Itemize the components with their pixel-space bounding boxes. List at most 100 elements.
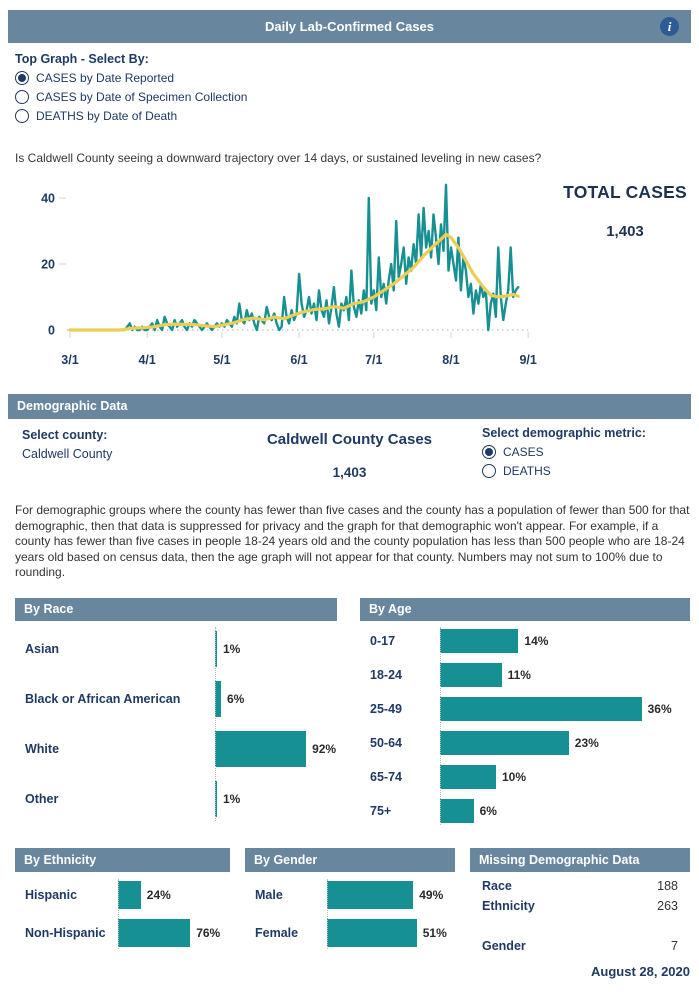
top-graph-select-group: Top Graph - Select By: CASES by Date Rep… xyxy=(15,52,247,128)
radio-label: CASES xyxy=(503,445,544,459)
total-cases-box: TOTAL CASES 1,403 xyxy=(555,182,695,240)
radio-deaths-by-date-of-death[interactable]: DEATHS by Date of Death xyxy=(15,109,247,123)
bar xyxy=(440,799,474,823)
demographic-data-header: Demographic Data xyxy=(8,394,691,419)
radio-metric-cases[interactable]: CASES xyxy=(482,445,646,459)
bar-row-female: Female 51% xyxy=(245,914,485,952)
bar xyxy=(215,631,217,667)
category-label: White xyxy=(25,742,60,756)
bar-value-label: 1% xyxy=(223,792,241,806)
bar-row-65-74: 65-74 10% xyxy=(360,760,699,794)
radio-label: CASES by Date Reported xyxy=(36,71,175,85)
bar xyxy=(215,731,307,767)
svg-text:7/1: 7/1 xyxy=(365,353,382,367)
bar-value-label: 10% xyxy=(502,770,527,784)
bar-value-label: 23% xyxy=(574,736,599,750)
radio-label: CASES by Date of Specimen Collection xyxy=(36,90,248,104)
by-ethnicity-chart: Hispanic 24% Non-Hispanic 76% xyxy=(15,876,250,952)
missing-demographic-table: Race 188 Ethnicity 263 Gender 7 xyxy=(470,876,690,956)
bar-value-label: 6% xyxy=(479,804,497,818)
bar xyxy=(440,663,502,687)
bar-value-label: 92% xyxy=(312,742,337,756)
category-label: 75+ xyxy=(370,804,392,818)
missing-value: 188 xyxy=(657,879,678,893)
bar-row-25-49: 25-49 36% xyxy=(360,692,699,726)
category-label: Black or African American xyxy=(25,692,181,706)
county-cases-summary: Caldwell County Cases 1,403 xyxy=(0,431,699,480)
radio-metric-deaths[interactable]: DEATHS xyxy=(482,464,646,478)
bar xyxy=(440,629,519,653)
axis-baseline xyxy=(118,879,119,949)
title-bar: Daily Lab-Confirmed Cases i xyxy=(8,10,691,43)
svg-text:40: 40 xyxy=(41,192,55,206)
county-cases-title: Caldwell County Cases xyxy=(266,431,433,448)
radio-cases-by-date-reported[interactable]: CASES by Date Reported xyxy=(15,71,247,85)
svg-text:20: 20 xyxy=(41,258,55,272)
category-label: Non-Hispanic xyxy=(25,926,106,940)
radio-button-icon[interactable] xyxy=(482,464,496,478)
svg-text:3/1: 3/1 xyxy=(61,353,78,367)
bar-value-label: 24% xyxy=(146,888,171,902)
bar xyxy=(327,881,414,909)
bar-value-label: 76% xyxy=(196,926,221,940)
bar-value-label: 14% xyxy=(524,634,549,648)
county-select-value[interactable]: Caldwell County xyxy=(22,447,113,461)
bar-value-label: 1% xyxy=(223,642,241,656)
category-label: Female xyxy=(255,926,299,940)
privacy-note: For demographic groups where the county … xyxy=(15,503,690,580)
demographic-metric-group: Select demographic metric: CASES DEATHS xyxy=(482,426,646,483)
missing-value: 263 xyxy=(657,899,678,913)
svg-text:8/1: 8/1 xyxy=(442,353,459,367)
total-cases-value: 1,403 xyxy=(606,223,644,240)
bar-row-0-17: 0-17 14% xyxy=(360,624,699,658)
svg-text:0: 0 xyxy=(48,324,55,338)
category-label: 0-17 xyxy=(370,634,396,648)
bar-value-label: 49% xyxy=(419,888,444,902)
category-label: 18-24 xyxy=(370,668,402,682)
radio-button-icon[interactable] xyxy=(482,445,496,459)
axis-baseline xyxy=(440,627,441,825)
category-label: Hispanic xyxy=(25,888,78,902)
bar-value-label: 6% xyxy=(226,692,245,706)
bar-row-non-hispanic: Non-Hispanic 76% xyxy=(15,914,250,952)
cases-line-chart: 0 20 40 3/1 4/1 5/1 6/1 7/1 8/1 9/1 xyxy=(41,183,537,367)
category-label: 25-49 xyxy=(370,702,402,716)
by-gender-chart: Male 49% Female 51% xyxy=(245,876,485,952)
category-label: Male xyxy=(255,888,283,902)
radio-button-icon[interactable] xyxy=(15,109,29,123)
radio-button-icon[interactable] xyxy=(15,90,29,104)
total-cases-label: TOTAL CASES xyxy=(563,182,687,202)
bar-row-male: Male 49% xyxy=(245,876,485,914)
missing-demographic-header: Missing Demographic Data xyxy=(470,848,690,872)
county-select-label: Select county: xyxy=(22,428,108,442)
county-select: Select county: Caldwell County xyxy=(22,428,112,461)
category-label: Asian xyxy=(25,642,60,656)
by-ethnicity-header: By Ethnicity xyxy=(15,848,230,872)
info-icon[interactable]: i xyxy=(660,17,679,36)
bar-value-label: 11% xyxy=(507,668,531,682)
by-age-chart: 0-17 14% 18-24 11% 25-49 36% 50-64 23% 6… xyxy=(360,624,699,828)
bar-row-other: Other 1% xyxy=(15,774,355,824)
by-race-chart: Asian 1% Black or African American 6% Wh… xyxy=(15,624,355,824)
bar xyxy=(215,681,221,717)
axis-baseline xyxy=(215,627,216,821)
bar xyxy=(118,881,141,909)
bar xyxy=(440,765,496,789)
radio-button-icon[interactable] xyxy=(15,71,29,85)
category-label: Other xyxy=(25,792,59,806)
bar-row-75plus: 75+ 6% xyxy=(360,794,699,828)
report-date: August 28, 2020 xyxy=(591,964,690,979)
top-graph-select-label: Top Graph - Select By: xyxy=(15,52,149,66)
county-cases-value: 1,403 xyxy=(332,465,367,480)
bar-value-label: 51% xyxy=(422,926,447,940)
bar-value-label: 36% xyxy=(647,702,672,716)
category-label: 65-74 xyxy=(370,770,402,784)
svg-text:5/1: 5/1 xyxy=(213,353,230,367)
radio-cases-by-specimen-collection[interactable]: CASES by Date of Specimen Collection xyxy=(15,90,247,104)
svg-text:9/1: 9/1 xyxy=(519,353,536,367)
trajectory-question: Is Caldwell County seeing a downward tra… xyxy=(15,151,542,165)
missing-row-gender: Gender 7 xyxy=(470,936,690,956)
radio-label: DEATHS by Date of Death xyxy=(36,109,178,123)
by-race-header: By Race xyxy=(15,598,337,621)
